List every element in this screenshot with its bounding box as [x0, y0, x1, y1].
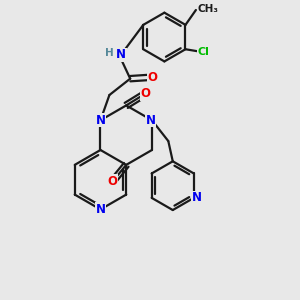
Text: O: O: [108, 175, 118, 188]
Text: CH₃: CH₃: [197, 4, 218, 14]
Text: N: N: [116, 48, 126, 62]
Text: N: N: [192, 191, 202, 204]
Text: N: N: [95, 203, 106, 216]
Text: N: N: [146, 114, 155, 127]
Text: N: N: [95, 114, 106, 127]
Text: H: H: [105, 48, 114, 59]
Text: O: O: [140, 87, 151, 100]
Text: Cl: Cl: [197, 47, 209, 57]
Text: O: O: [148, 71, 158, 84]
